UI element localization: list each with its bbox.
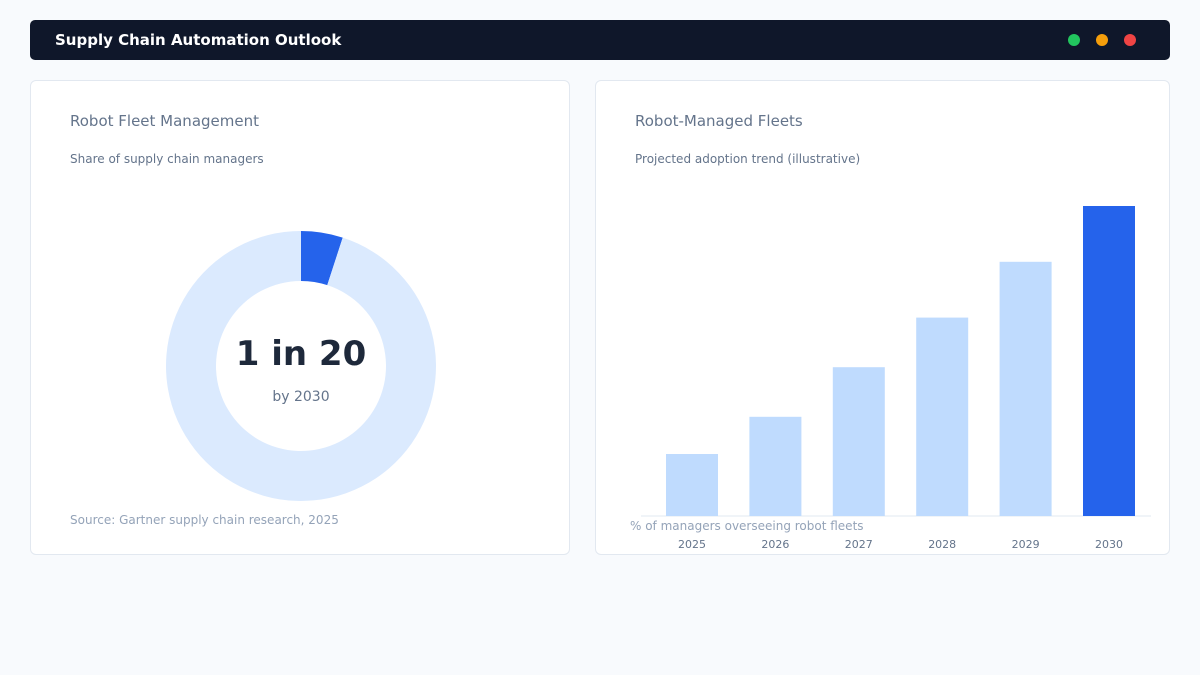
bar-2028 [916,317,969,516]
axis-caption: % of managers overseeing robot fleets [630,519,864,533]
bar-2025 [666,454,718,516]
bar-chart: 2025 2026 2027 2028 2029 2030 [641,206,1151,551]
donut-slice-remainder [166,231,436,502]
status-dot-orange [1096,34,1108,46]
bar-2026 [749,416,802,516]
donut-center-value: 1 in 20 [235,334,367,374]
status-dot-red [1124,34,1136,46]
x-tick-label: 2028 [928,538,956,551]
robot-fleets-card: Robot-Managed Fleets Projected adoption … [595,80,1170,555]
source-note: Source: Gartner supply chain research, 2… [70,513,339,527]
card-title: Robot Fleet Management [70,112,259,130]
bar-2029 [999,261,1052,516]
x-tick-label: 2027 [845,538,873,551]
status-dot-green [1068,34,1080,46]
donut-chart [166,231,436,502]
card-subtitle: Projected adoption trend (illustrative) [635,152,861,166]
donut-slice-highlight [301,231,343,286]
title-bar: Supply Chain Automation Outlook [30,20,1170,60]
x-tick-label: 2025 [678,538,706,551]
bar-2027 [832,367,885,516]
card-subtitle: Share of supply chain managers [70,152,264,166]
page-title: Supply Chain Automation Outlook [55,31,342,49]
bar-2030 [1083,206,1135,516]
x-tick-label: 2030 [1095,538,1123,551]
card-title: Robot-Managed Fleets [635,112,803,130]
donut-center-subtitle: by 2030 [272,389,330,405]
x-tick-label: 2029 [1012,538,1040,551]
x-tick-label: 2026 [761,538,789,551]
fleet-management-card: Robot Fleet Management Share of supply c… [30,80,570,555]
